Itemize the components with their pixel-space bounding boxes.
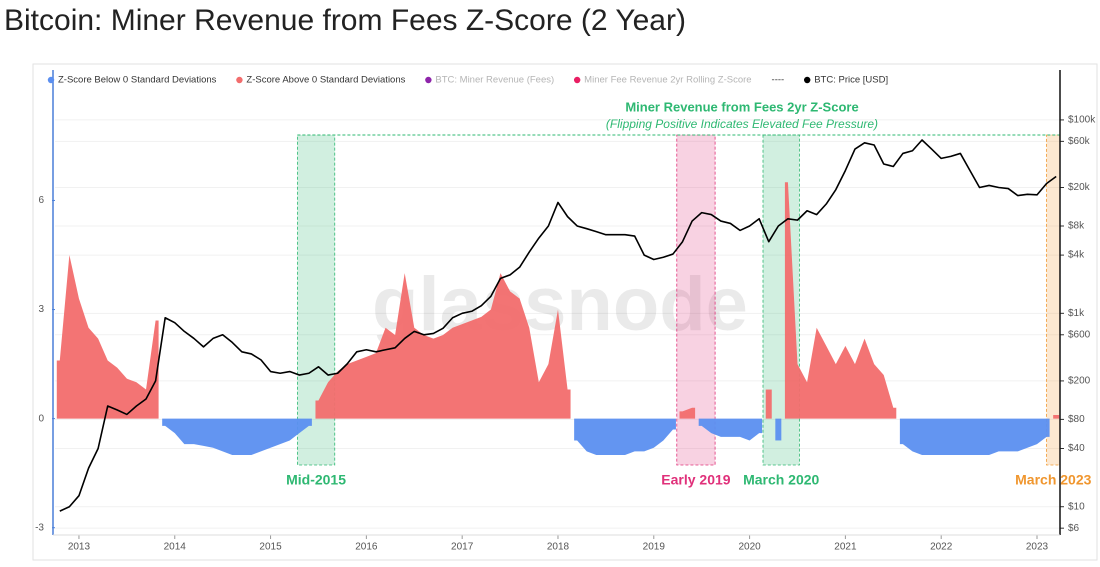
region-label: Mid-2015: [286, 472, 346, 488]
z-score-area: [899, 418, 1050, 455]
legend-label: BTC: Price [USD]: [814, 75, 888, 86]
legend-label: Z-Score Above 0 Standard Deviations: [246, 75, 405, 86]
z-score-area: [1053, 415, 1060, 419]
x-tick-label: 2014: [164, 542, 187, 553]
annotation-subtitle: (Flipping Positive Indicates Elevated Fe…: [606, 117, 878, 131]
x-tick-label: 2023: [1026, 542, 1049, 553]
legend-label: BTC: Miner Revenue (Fees): [435, 75, 554, 86]
region-label: March 2023: [1015, 472, 1091, 488]
x-tick-label: 2017: [451, 542, 474, 553]
z-score-area: [56, 255, 159, 419]
z-score-area: [162, 418, 312, 455]
y2-tick-label: $60k: [1068, 136, 1091, 147]
y-tick-label: -3: [35, 522, 44, 533]
legend-marker: [804, 76, 811, 84]
y2-tick-label: $40: [1068, 443, 1085, 454]
y2-tick-label: $6: [1068, 523, 1080, 534]
y2-tick-label: $10: [1068, 501, 1085, 512]
z-score-area: [679, 407, 696, 419]
z-score-area: [574, 418, 676, 455]
x-tick-label: 2022: [930, 542, 953, 553]
x-tick-label: 2015: [259, 542, 282, 553]
y2-tick-label: $100k: [1068, 115, 1096, 126]
y-tick-label: 6: [38, 195, 44, 206]
region-label: March 2020: [743, 472, 819, 488]
x-tick-label: 2013: [68, 542, 91, 553]
x-tick-label: 2018: [547, 542, 570, 553]
y2-tick-label: $8k: [1068, 221, 1085, 232]
z-score-area: [775, 418, 782, 441]
y2-tick-label: $1k: [1068, 308, 1085, 319]
y-tick-label: 3: [38, 304, 44, 315]
x-tick-label: 2016: [355, 542, 378, 553]
legend-label: Miner Fee Revenue 2yr Rolling Z-Score: [584, 75, 751, 86]
x-tick-label: 2020: [738, 542, 761, 553]
chart-panel: [32, 63, 1098, 561]
x-tick-label: 2021: [834, 542, 857, 553]
z-score-area: [315, 273, 571, 419]
y-tick-label: 0: [38, 413, 44, 424]
y2-tick-label: $20k: [1068, 182, 1091, 193]
price-line: [59, 139, 1057, 512]
legend-label: ----: [772, 75, 785, 86]
z-score-area: [784, 182, 897, 419]
z-score-area: [698, 418, 763, 441]
legend-marker: [236, 76, 243, 84]
y2-tick-label: $4k: [1068, 250, 1085, 261]
z-score-area: [765, 389, 772, 419]
chart-title: Bitcoin: Miner Revenue from Fees Z-Score…: [4, 4, 686, 37]
legend-label: Z-Score Below 0 Standard Deviations: [58, 75, 217, 86]
y2-tick-label: $600: [1068, 329, 1091, 340]
legend-marker: [573, 76, 581, 84]
highlight-region: [676, 134, 716, 466]
x-tick-label: 2019: [643, 542, 666, 553]
legend-marker: [47, 76, 55, 84]
y2-tick-label: $80: [1068, 414, 1085, 425]
region-label: Early 2019: [661, 472, 730, 488]
annotation-title: Miner Revenue from Fees 2yr Z-Score: [625, 99, 858, 114]
y2-tick-label: $200: [1068, 376, 1091, 387]
legend-marker: [425, 76, 432, 84]
